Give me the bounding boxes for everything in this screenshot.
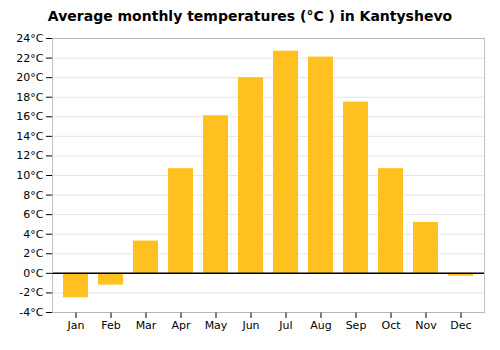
svg-text:-2°C: -2°C (19, 286, 43, 299)
svg-text:8°C: 8°C (23, 189, 43, 202)
svg-text:16°C: 16°C (16, 110, 43, 123)
svg-text:Oct: Oct (381, 319, 401, 332)
svg-text:Aug: Aug (310, 319, 331, 332)
svg-text:Mar: Mar (136, 319, 157, 332)
svg-text:4°C: 4°C (23, 228, 43, 241)
svg-text:Nov: Nov (415, 319, 437, 332)
svg-text:6°C: 6°C (23, 208, 43, 221)
svg-text:Dec: Dec (450, 319, 471, 332)
html-text:Average monthly temperatures (: Average monthly temperatures (°C ) in Ka… (47, 8, 453, 24)
svg-text:Jul: Jul (278, 319, 292, 332)
svg-text:2°C: 2°C (23, 247, 43, 260)
svg-text:14°C: 14°C (16, 130, 43, 143)
svg-text:Jun: Jun (241, 319, 259, 332)
svg-text:20°C: 20°C (16, 71, 43, 84)
svg-text:18°C: 18°C (16, 91, 43, 104)
svg-text:-4°C: -4°C (19, 306, 43, 319)
svg-text:22°C: 22°C (16, 52, 43, 65)
svg-text:Feb: Feb (101, 319, 120, 332)
svg-text:Jan: Jan (67, 319, 85, 332)
svg-text:10°C: 10°C (16, 169, 43, 182)
svg-text:0°C: 0°C (23, 267, 43, 280)
svg-text:24°C: 24°C (16, 32, 43, 45)
svg-text:May: May (205, 319, 228, 332)
svg-text:Sep: Sep (346, 319, 367, 332)
svg-text:Apr: Apr (171, 319, 191, 332)
svg-text:12°C: 12°C (16, 149, 43, 162)
